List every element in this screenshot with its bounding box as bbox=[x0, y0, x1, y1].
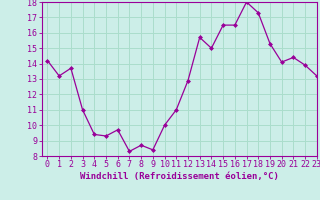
X-axis label: Windchill (Refroidissement éolien,°C): Windchill (Refroidissement éolien,°C) bbox=[80, 172, 279, 181]
